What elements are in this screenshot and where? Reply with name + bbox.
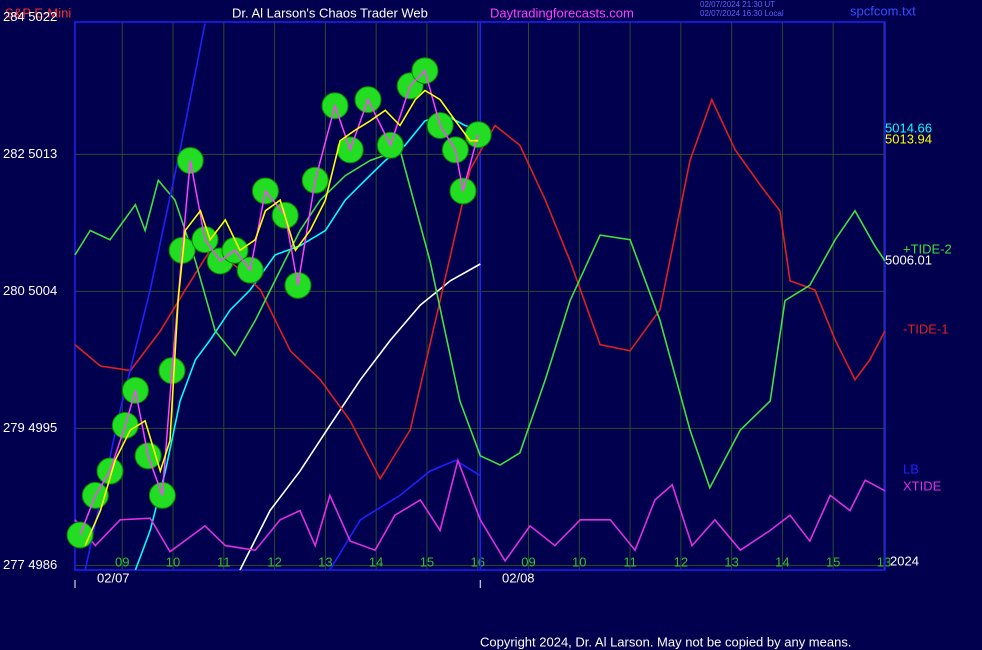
x-tick-label: 13 xyxy=(318,554,332,569)
y-tick-label: 279 4995 xyxy=(3,420,57,435)
x-tick-label: 09 xyxy=(521,554,535,569)
x-tick-label: 11 xyxy=(217,554,231,569)
x-tick-label: 11 xyxy=(623,554,637,569)
year: 2024 xyxy=(890,553,919,568)
y-tick-label: 282 5013 xyxy=(3,146,57,161)
file-name: spcfcom.txt xyxy=(850,3,916,18)
y-tick-label: 277 4986 xyxy=(3,557,57,572)
date-label: 02/08 xyxy=(502,570,535,585)
timestamp: 02/07/2024 16:30 Local xyxy=(700,9,784,18)
series-line xyxy=(134,114,481,571)
x-tick-label: 15 xyxy=(420,554,434,569)
x-tick-label: 16 xyxy=(470,554,484,569)
end-value-label: 5006.01 xyxy=(885,252,932,267)
x-tick-label: 13 xyxy=(877,554,891,569)
x-tick-label: 14 xyxy=(369,554,383,569)
x-tick-label: 13 xyxy=(724,554,738,569)
series-line xyxy=(84,89,479,546)
series-line xyxy=(74,148,886,490)
legend-label: LB xyxy=(903,461,919,476)
series-line xyxy=(74,457,886,563)
chart-title: Dr. Al Larson's Chaos Trader Web xyxy=(232,5,428,20)
date-label: 02/07 xyxy=(97,570,130,585)
legend-label: XTIDE xyxy=(903,478,942,493)
x-tick-label: 10 xyxy=(166,554,180,569)
x-tick-label: 12 xyxy=(267,554,281,569)
legend-label: -TIDE-1 xyxy=(903,321,949,336)
end-value-label: 5013.94 xyxy=(885,132,932,147)
copyright: Copyright 2024, Dr. Al Larson. May not b… xyxy=(480,634,851,649)
x-tick-label: 14 xyxy=(775,554,789,569)
x-tick-label: 09 xyxy=(115,554,129,569)
x-tick-label: 15 xyxy=(826,554,840,569)
x-tick-label: 12 xyxy=(674,554,688,569)
y-tick-label: 284 5022 xyxy=(3,9,57,24)
end-value-label: 5014.66 xyxy=(885,121,932,136)
timestamp: 02/07/2024 21:30 UT xyxy=(700,0,775,9)
y-tick-label: 280 5004 xyxy=(3,283,57,298)
series-line xyxy=(239,263,481,571)
symbol: S&P E-Mini xyxy=(5,5,71,20)
legend-label: +TIDE-2 xyxy=(903,241,952,256)
x-tick-label: 10 xyxy=(572,554,586,569)
site: Daytradingforecasts.com xyxy=(490,5,634,20)
